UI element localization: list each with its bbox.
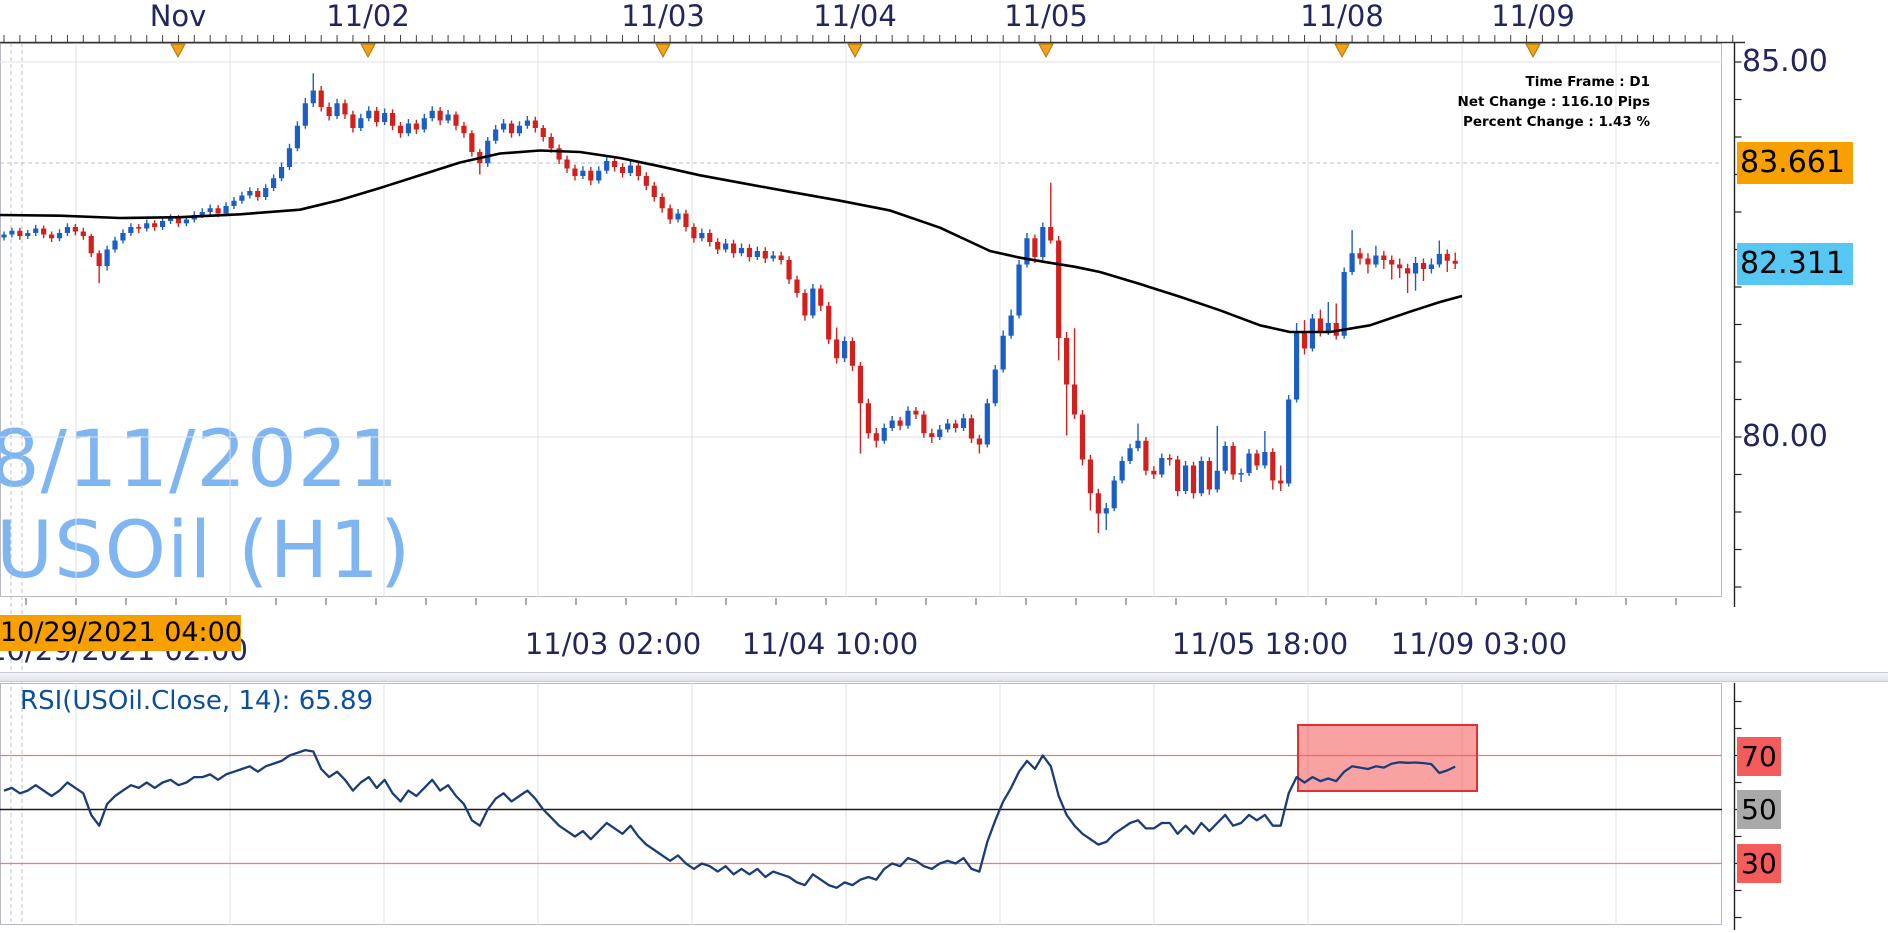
crosshair-time-tag: 10/29/2021 04:00 — [0, 615, 242, 651]
watermark-date: 8/11/2021 — [0, 415, 399, 505]
time-axis-label: 11/04 10:00 — [741, 627, 919, 661]
info-net-change: Net Change : 116.10 Pips — [1457, 94, 1650, 110]
time-axis-label: 11/03 — [621, 0, 705, 33]
time-axis-label: 11/05 18:00 — [1171, 627, 1349, 661]
time-axis-label: 11/05 — [1004, 0, 1088, 33]
crosshair-price-tag: 83.661 — [1737, 142, 1853, 184]
time-axis-label: 11/09 03:00 — [1390, 627, 1568, 661]
info-timeframe: Time Frame : D1 — [1525, 74, 1650, 90]
price-axis-label: 85.00 — [1742, 44, 1828, 79]
watermark-symbol: USOil (H1) — [0, 506, 412, 596]
time-axis-label: 11/04 — [813, 0, 897, 33]
time-axis-label: Nov — [149, 0, 207, 33]
time-axis-label: 11/02 — [326, 0, 410, 33]
price-axis[interactable] — [1722, 43, 1888, 607]
rsi-level-tag-50: 50 — [1737, 790, 1781, 829]
panel-splitter[interactable] — [0, 672, 1888, 682]
last-price-tag: 82.311 — [1737, 243, 1853, 285]
chart-info-box: Time Frame : D1 Net Change : 116.10 Pips… — [1458, 72, 1650, 132]
time-axis-label: 11/09 — [1491, 0, 1575, 33]
info-percent-change: Percent Change : 1.43 % — [1462, 114, 1650, 130]
time-axis-label: 11/03 02:00 — [524, 627, 702, 661]
rsi-level-tag-70: 70 — [1737, 737, 1781, 776]
rsi-level-tag-30: 30 — [1737, 844, 1781, 883]
time-axis-label: 11/08 — [1300, 0, 1384, 33]
time-axis-top[interactable]: Nov 11/02 11/03 11/04 11/05 11/08 11/09 — [0, 0, 1760, 42]
rsi-indicator-title: RSI(USOil.Close, 14): 65.89 — [20, 686, 374, 716]
price-axis-label: 80.00 — [1742, 419, 1828, 454]
rsi-indicator-panel[interactable] — [0, 683, 1722, 925]
